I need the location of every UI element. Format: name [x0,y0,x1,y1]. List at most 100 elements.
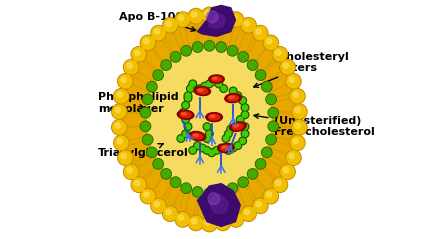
Circle shape [262,81,272,92]
Circle shape [242,207,255,220]
Circle shape [228,184,237,192]
Circle shape [132,48,145,61]
Ellipse shape [229,122,246,131]
Ellipse shape [209,75,224,83]
Circle shape [176,213,189,226]
Circle shape [209,150,214,155]
Circle shape [182,116,189,123]
Circle shape [215,80,223,88]
Circle shape [226,131,231,136]
Circle shape [239,97,246,104]
Circle shape [189,10,203,23]
Circle shape [162,61,171,69]
Circle shape [141,36,155,49]
Circle shape [207,131,212,136]
Circle shape [179,109,187,116]
Circle shape [135,180,140,186]
Circle shape [256,160,265,168]
Circle shape [203,8,216,22]
Circle shape [191,218,197,224]
Circle shape [204,188,214,198]
Circle shape [188,86,193,91]
Circle shape [215,215,230,231]
Circle shape [217,144,225,152]
Circle shape [154,201,159,207]
Circle shape [267,95,275,104]
Circle shape [287,151,300,164]
Circle shape [230,88,236,94]
Ellipse shape [218,143,234,152]
Circle shape [227,125,235,133]
Circle shape [184,92,192,99]
Circle shape [143,135,152,144]
Circle shape [240,98,245,103]
Circle shape [286,150,301,165]
Circle shape [234,92,242,99]
Circle shape [192,187,203,197]
Circle shape [264,190,278,203]
Circle shape [142,135,153,145]
Polygon shape [197,5,236,36]
Circle shape [185,93,191,98]
Circle shape [273,178,287,191]
Ellipse shape [192,133,203,139]
Circle shape [113,105,126,118]
Circle shape [248,170,257,178]
Polygon shape [208,14,225,28]
Circle shape [204,148,210,153]
Circle shape [254,27,267,40]
Circle shape [272,177,288,192]
Circle shape [266,135,276,145]
Circle shape [189,80,197,88]
Circle shape [140,189,155,204]
Circle shape [262,148,271,157]
Circle shape [190,81,195,87]
Circle shape [188,215,204,231]
Circle shape [217,188,226,196]
Circle shape [291,90,304,103]
Circle shape [184,123,192,130]
Circle shape [242,131,248,136]
Circle shape [164,19,177,32]
Circle shape [151,26,166,41]
Circle shape [147,81,157,92]
Circle shape [230,145,236,151]
Circle shape [187,85,194,92]
Circle shape [181,110,186,115]
Circle shape [161,169,171,179]
Circle shape [203,135,211,142]
Circle shape [272,47,288,62]
Ellipse shape [148,48,271,191]
Circle shape [229,213,242,226]
Ellipse shape [180,112,191,118]
Circle shape [219,145,224,151]
Circle shape [121,77,126,82]
Circle shape [183,117,188,122]
Circle shape [141,122,150,130]
Circle shape [283,63,288,68]
Ellipse shape [228,95,239,101]
Circle shape [140,108,151,118]
Circle shape [222,135,230,142]
Circle shape [142,94,153,104]
Circle shape [289,153,294,159]
Circle shape [289,77,294,82]
Circle shape [118,74,133,89]
Circle shape [214,148,219,153]
Circle shape [132,178,145,191]
Circle shape [223,136,229,141]
Circle shape [228,12,244,27]
Circle shape [242,105,248,110]
Circle shape [219,218,224,224]
Circle shape [254,199,267,212]
Ellipse shape [209,114,220,120]
Circle shape [127,168,132,173]
Circle shape [194,142,201,149]
Circle shape [112,104,127,119]
Circle shape [151,198,166,213]
Circle shape [266,192,272,197]
Circle shape [131,177,146,192]
Circle shape [290,89,305,104]
Circle shape [202,84,207,89]
Circle shape [262,82,271,91]
